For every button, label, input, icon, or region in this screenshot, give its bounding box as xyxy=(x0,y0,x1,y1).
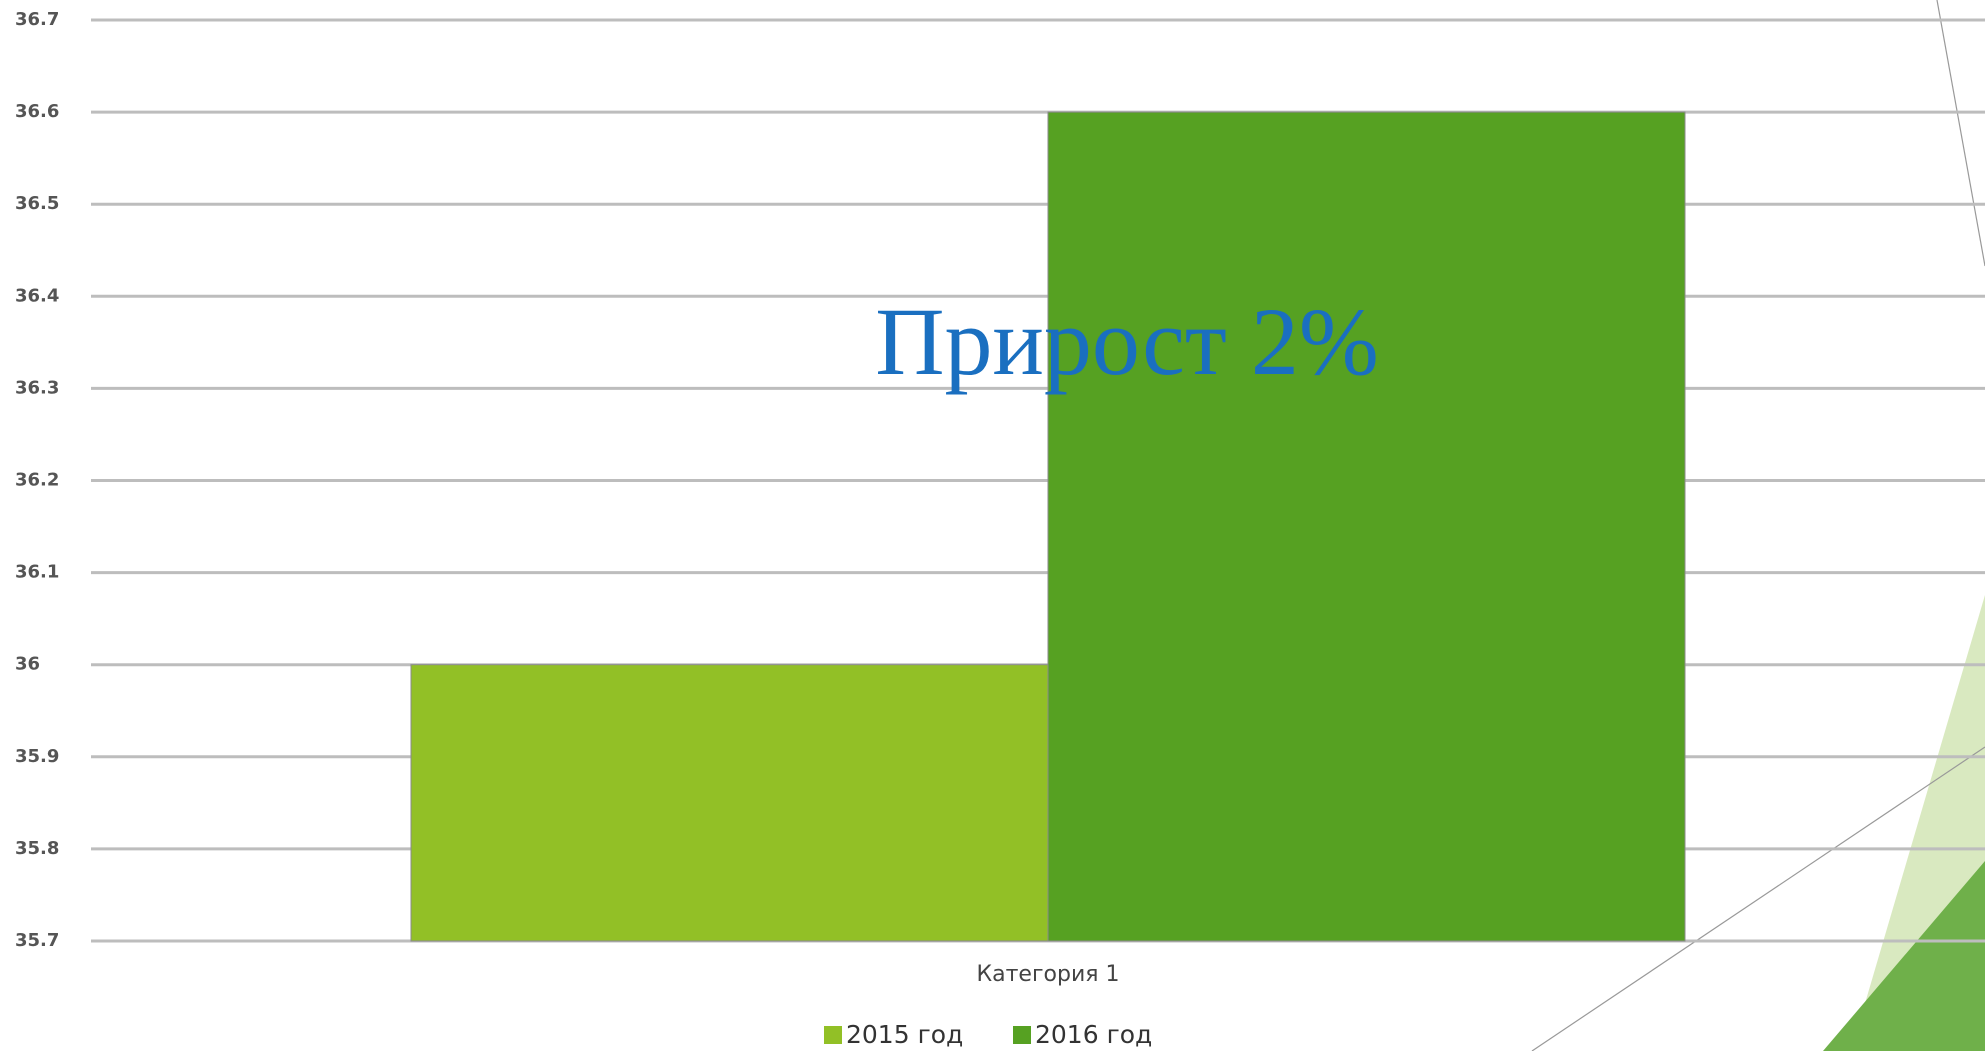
legend: 2015 год 2016 год xyxy=(824,1020,1152,1049)
y-tick-label: 36.4 xyxy=(15,285,59,306)
bar xyxy=(410,664,1049,942)
bars xyxy=(410,111,1686,942)
y-tick-label: 36.1 xyxy=(15,562,59,583)
y-tick-label: 35.8 xyxy=(15,838,59,859)
y-tick-label: 36.6 xyxy=(15,101,59,122)
legend-swatch xyxy=(1013,1026,1031,1044)
decor-triangle xyxy=(1823,861,1985,1051)
x-tick-label: Категория 1 xyxy=(977,962,1120,987)
legend-swatch xyxy=(824,1026,842,1044)
decoration xyxy=(1531,0,1985,1051)
decor-line xyxy=(1936,0,1985,267)
y-tick-label: 36 xyxy=(15,654,40,675)
decor-line xyxy=(1531,746,1985,1051)
bar xyxy=(1047,111,1686,942)
y-tick-label: 36.3 xyxy=(15,377,59,398)
legend-label: 2016 год xyxy=(1035,1020,1152,1049)
annotation: Прирост 2% xyxy=(875,288,1379,395)
y-tick-label: 36.5 xyxy=(15,193,59,214)
y-tick-label: 36.2 xyxy=(15,470,59,491)
y-tick-label: 36.7 xyxy=(15,9,59,30)
y-tick-label: 35.9 xyxy=(15,746,59,767)
y-tick-label: 35.7 xyxy=(15,930,59,951)
legend-label: 2015 год xyxy=(846,1020,963,1049)
